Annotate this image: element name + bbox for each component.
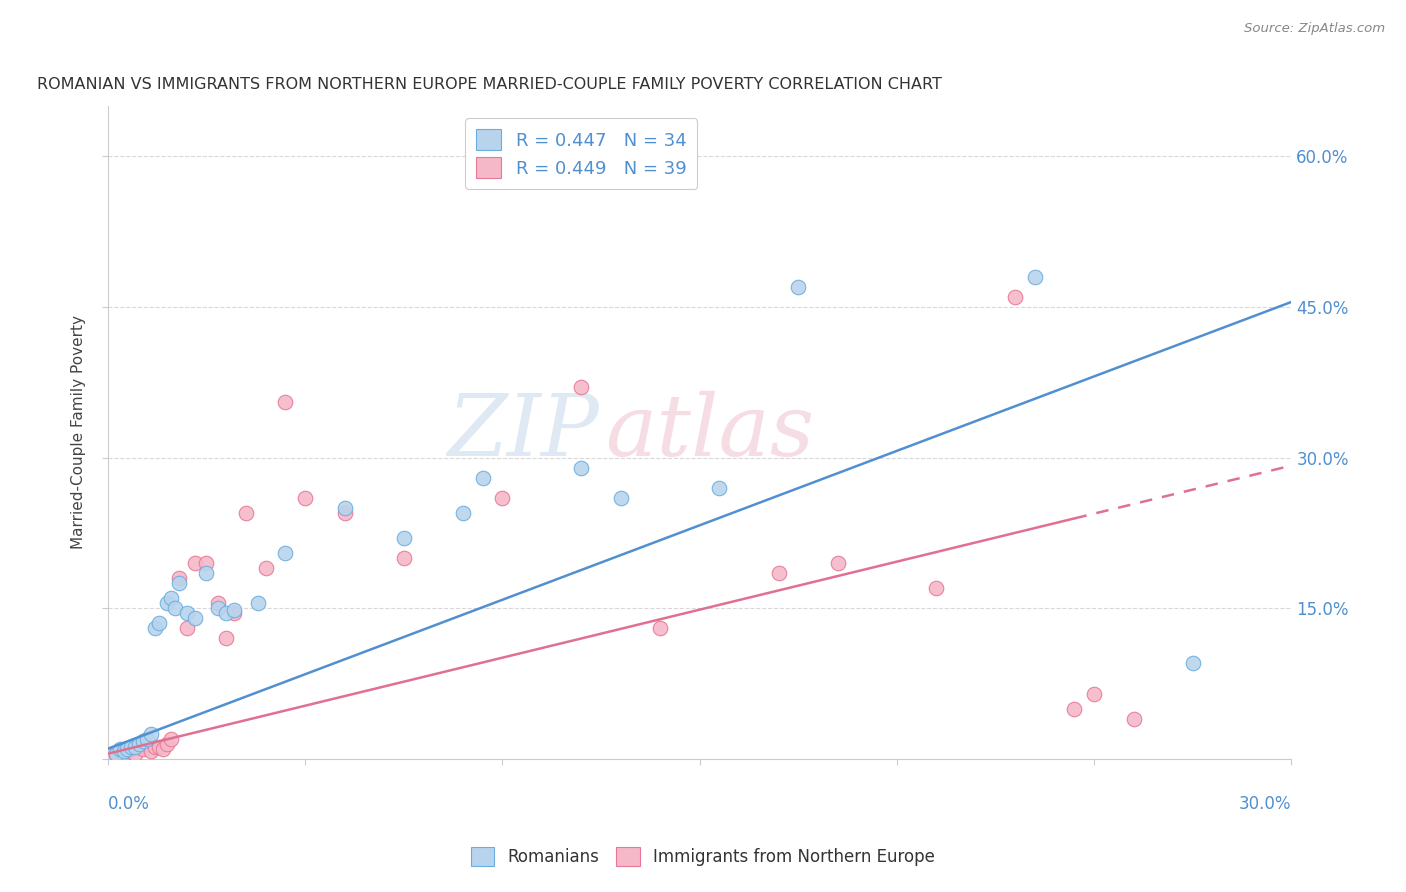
- Point: [333, 506, 356, 520]
- Point: [1122, 712, 1144, 726]
- Point: [112, 747, 135, 761]
- Point: [650, 621, 672, 635]
- Point: [235, 506, 257, 520]
- Point: [124, 739, 146, 754]
- Point: [392, 531, 415, 545]
- Point: [112, 744, 135, 758]
- Legend: R = 0.447   N = 34, R = 0.449   N = 39: R = 0.447 N = 34, R = 0.449 N = 39: [465, 119, 697, 189]
- Text: ROMANIAN VS IMMIGRANTS FROM NORTHERN EUROPE MARRIED-COUPLE FAMILY POVERTY CORREL: ROMANIAN VS IMMIGRANTS FROM NORTHERN EUR…: [37, 78, 942, 93]
- Point: [160, 591, 183, 606]
- Point: [176, 606, 198, 620]
- Point: [132, 733, 155, 747]
- Point: [215, 632, 238, 646]
- Point: [143, 739, 166, 754]
- Point: [128, 739, 150, 754]
- Point: [1004, 290, 1026, 304]
- Point: [392, 551, 415, 566]
- Y-axis label: Married-Couple Family Poverty: Married-Couple Family Poverty: [72, 316, 86, 549]
- Point: [827, 556, 849, 570]
- Point: [124, 747, 146, 761]
- Text: 0.0%: 0.0%: [108, 795, 149, 813]
- Point: [143, 621, 166, 635]
- Point: [1063, 701, 1085, 715]
- Point: [254, 561, 277, 575]
- Point: [569, 460, 592, 475]
- Point: [108, 741, 131, 756]
- Point: [451, 506, 474, 520]
- Point: [120, 739, 142, 754]
- Legend: Romanians, Immigrants from Northern Europe: Romanians, Immigrants from Northern Euro…: [464, 840, 942, 873]
- Point: [117, 741, 139, 756]
- Point: [128, 737, 150, 751]
- Text: 30.0%: 30.0%: [1239, 795, 1292, 813]
- Point: [132, 741, 155, 756]
- Point: [569, 380, 592, 394]
- Point: [104, 747, 127, 761]
- Point: [333, 500, 356, 515]
- Point: [709, 481, 731, 495]
- Point: [100, 747, 122, 761]
- Point: [274, 395, 297, 409]
- Point: [768, 566, 790, 580]
- Point: [925, 581, 948, 595]
- Point: [1181, 657, 1204, 671]
- Point: [120, 741, 142, 756]
- Point: [148, 616, 170, 631]
- Point: [136, 737, 159, 751]
- Text: ZIP: ZIP: [447, 391, 599, 474]
- Point: [195, 556, 218, 570]
- Text: atlas: atlas: [605, 391, 814, 474]
- Point: [246, 596, 269, 610]
- Point: [207, 601, 229, 615]
- Point: [156, 596, 179, 610]
- Text: Source: ZipAtlas.com: Source: ZipAtlas.com: [1244, 22, 1385, 36]
- Point: [176, 621, 198, 635]
- Point: [609, 491, 631, 505]
- Point: [117, 744, 139, 758]
- Point: [104, 747, 127, 761]
- Point: [491, 491, 513, 505]
- Point: [136, 731, 159, 746]
- Point: [148, 739, 170, 754]
- Point: [141, 744, 163, 758]
- Point: [183, 611, 205, 625]
- Point: [1083, 686, 1105, 700]
- Point: [471, 470, 494, 484]
- Point: [108, 744, 131, 758]
- Point: [207, 596, 229, 610]
- Point: [141, 727, 163, 741]
- Point: [274, 546, 297, 560]
- Point: [787, 280, 810, 294]
- Point: [1024, 269, 1046, 284]
- Point: [167, 571, 190, 585]
- Point: [156, 737, 179, 751]
- Point: [222, 606, 245, 620]
- Point: [163, 601, 186, 615]
- Point: [183, 556, 205, 570]
- Point: [294, 491, 316, 505]
- Point: [195, 566, 218, 580]
- Point: [215, 606, 238, 620]
- Point: [152, 741, 174, 756]
- Point: [167, 576, 190, 591]
- Point: [222, 603, 245, 617]
- Point: [160, 731, 183, 746]
